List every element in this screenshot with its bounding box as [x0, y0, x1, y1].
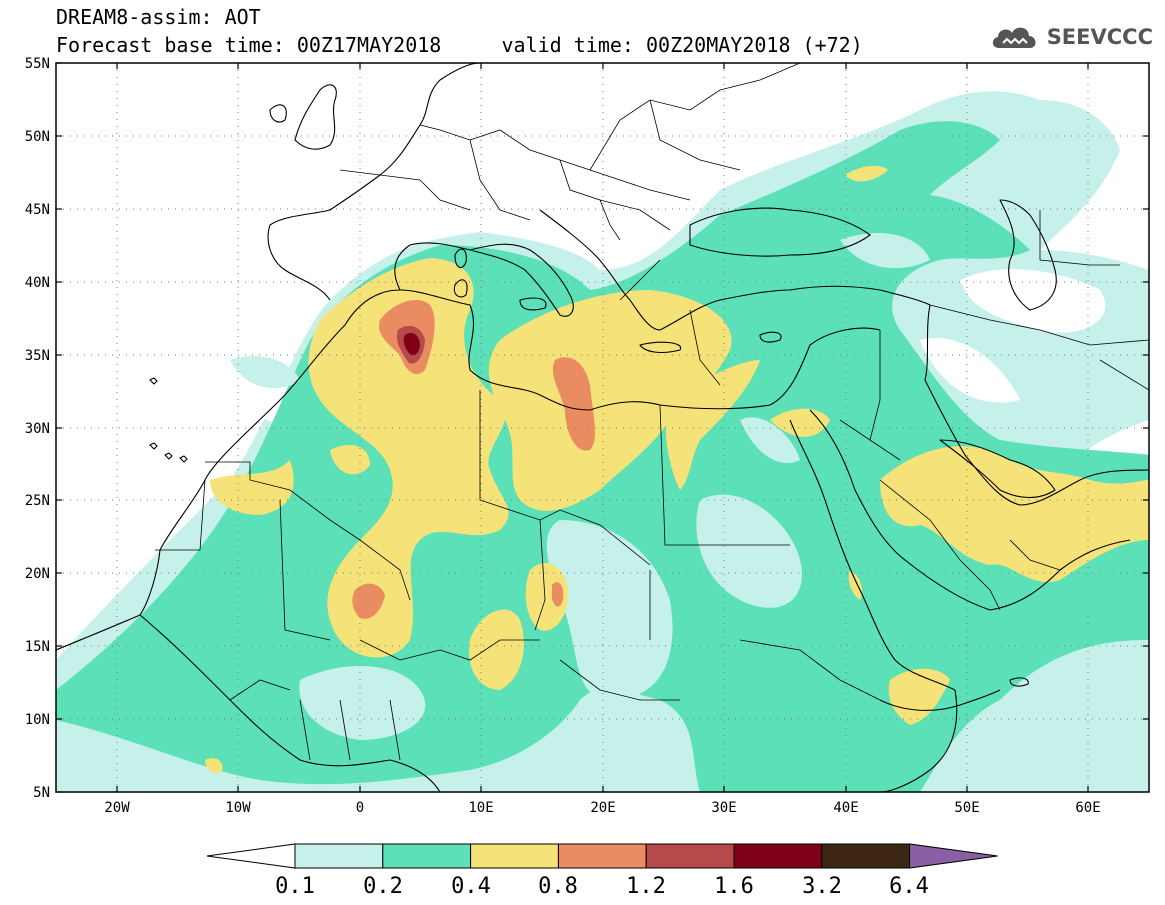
aot-band-0.4 — [848, 570, 862, 600]
aot-light-patch — [230, 356, 300, 389]
legend-swatch — [294, 843, 384, 869]
lon-label: 40E — [833, 800, 858, 816]
map-title: DREAM8-assim: AOT — [56, 5, 261, 29]
legend-swatch — [557, 843, 647, 869]
lat-label: 30N — [25, 421, 50, 437]
aot-clear-patch — [960, 269, 1106, 333]
lon-label: 60E — [1075, 800, 1100, 816]
lon-label: 0 — [356, 800, 364, 816]
aot-contours — [56, 63, 1149, 792]
legend-label: 1.6 — [714, 874, 754, 899]
lat-label: 5N — [33, 785, 50, 801]
legend-swatch — [382, 843, 472, 869]
lat-label: 50N — [25, 129, 50, 145]
coastlines — [56, 63, 1149, 792]
map-subtitle: Forecast base time: 00Z17MAY2018 valid t… — [56, 33, 863, 57]
aot-band-0.4 — [210, 460, 294, 515]
aot-band-0.4 — [845, 165, 888, 182]
brand-logo: SEEVCCC — [989, 22, 1153, 52]
aot-light-patch — [840, 232, 930, 269]
aot-band-0.8 — [552, 582, 564, 607]
brand-name: SEEVCCC — [1046, 25, 1153, 49]
legend-swatch — [733, 843, 823, 869]
aot-band-0.4 — [205, 758, 223, 774]
lat-label: 35N — [25, 348, 50, 364]
legend-label: 3.2 — [802, 874, 842, 899]
lat-label: 10N — [25, 712, 50, 728]
aot-band-0.8 — [552, 357, 595, 451]
aot-band-0.4 — [308, 258, 509, 658]
lat-label: 25N — [25, 493, 50, 509]
aot-band-0.4 — [330, 445, 370, 475]
lon-label: 30E — [711, 800, 736, 816]
lat-label: 20N — [25, 566, 50, 582]
aot-light-patch — [546, 520, 673, 700]
aot-light-patch — [740, 417, 800, 464]
lat-label: 40N — [25, 275, 50, 291]
aot-band-0.4 — [665, 360, 760, 490]
legend-swatch-below — [206, 843, 296, 869]
lat-label: 55N — [25, 56, 50, 72]
legend-label: 0.1 — [275, 874, 315, 899]
gridlines — [56, 63, 1149, 792]
legend-label: 1.2 — [626, 874, 666, 899]
cloud-icon — [992, 27, 1036, 48]
legend-label: 0.8 — [538, 874, 578, 899]
legend-swatch — [645, 843, 735, 869]
aot-band-0.8 — [352, 583, 385, 619]
country-borders — [155, 63, 1149, 761]
aot-band-0.4 — [488, 290, 732, 511]
legend-swatch — [821, 843, 911, 869]
aot-band-0.4 — [469, 609, 524, 690]
legend-swatch-above — [909, 843, 998, 869]
aot-band-1.6 — [403, 333, 420, 356]
lon-label: 20W — [104, 800, 130, 816]
lon-label: 50E — [954, 800, 979, 816]
legend-label: 0.4 — [451, 874, 491, 899]
lon-label: 10E — [468, 800, 493, 816]
aot-band-0.4 — [525, 562, 569, 631]
aot-clear-patch — [920, 338, 1020, 403]
lat-label: 45N — [25, 202, 50, 218]
axis-ticks — [56, 62, 1149, 793]
lat-label: 15N — [25, 639, 50, 655]
lon-label: 10W — [225, 800, 251, 816]
legend-label: 6.4 — [889, 874, 929, 899]
aot-band-0.4 — [888, 668, 950, 725]
aot-light-patch — [696, 494, 802, 608]
legend-swatch — [470, 843, 559, 869]
legend-label: 0.2 — [363, 874, 403, 899]
lon-label: 20E — [590, 800, 615, 816]
aot-band-0.4 — [880, 446, 1149, 583]
